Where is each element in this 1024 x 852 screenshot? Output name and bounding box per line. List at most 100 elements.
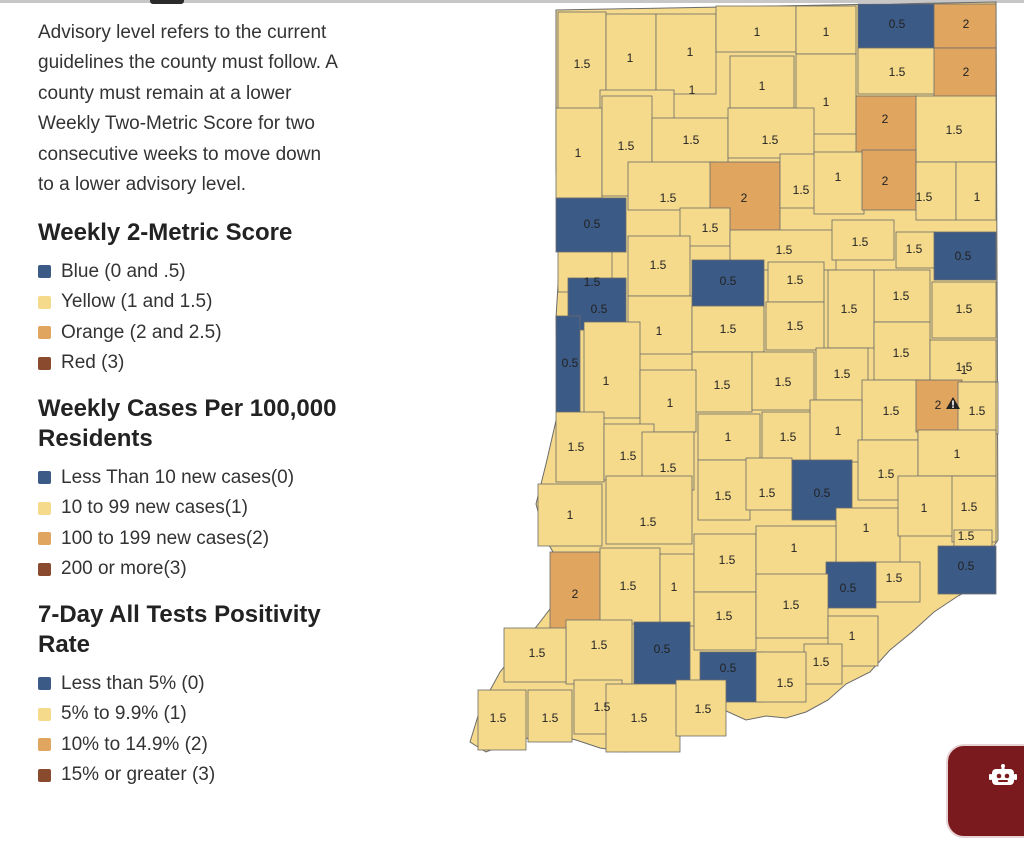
county-score-label: 0.5 (720, 274, 737, 288)
swatch-blue (38, 265, 51, 279)
county-region[interactable] (831, 219, 895, 261)
county-region[interactable] (861, 149, 917, 211)
county-region[interactable] (857, 47, 937, 95)
county-score-label: 1 (575, 146, 582, 160)
county-region[interactable] (691, 351, 753, 413)
county-score-label: 2 (882, 174, 889, 188)
county-score-label: 1.5 (783, 598, 800, 612)
county-region[interactable] (915, 161, 957, 221)
county-region[interactable] (755, 651, 807, 703)
county-region[interactable] (803, 643, 843, 685)
county-region[interactable] (679, 207, 731, 247)
county-region[interactable] (605, 475, 693, 545)
legend-label: Blue (0 and .5) (61, 260, 186, 282)
county-region[interactable] (537, 483, 603, 547)
county-region[interactable] (897, 475, 961, 537)
county-region[interactable] (957, 381, 997, 435)
county-region[interactable] (691, 259, 765, 307)
county-score-label: 1.5 (906, 242, 923, 256)
swatch-blue (38, 471, 51, 485)
legend-title: Weekly Cases Per 100,000 Residents (38, 395, 337, 453)
county-score-label: 1.5 (529, 646, 546, 660)
county-region[interactable] (527, 689, 573, 743)
county-region[interactable] (917, 429, 997, 477)
county-score-label: 1.5 (841, 302, 858, 316)
county-region[interactable] (477, 689, 527, 751)
county-region[interactable] (809, 399, 863, 463)
county-region[interactable] (755, 573, 829, 639)
county-score-label: 1.5 (715, 489, 732, 503)
county-region[interactable] (929, 339, 997, 383)
county-score-label: 1.5 (620, 449, 637, 463)
county-region[interactable] (555, 411, 605, 483)
county-score-label: 1.5 (631, 711, 648, 725)
county-region[interactable] (827, 615, 879, 667)
county-score-label: 1.5 (958, 529, 975, 543)
chat-assistant-button[interactable] (946, 744, 1024, 838)
county-region[interactable] (825, 561, 877, 609)
county-score-label: 1 (921, 501, 928, 515)
legend-item: 5% to 9.9% (1) (38, 699, 338, 730)
county-region[interactable] (873, 321, 931, 381)
county-region[interactable] (639, 369, 697, 433)
county-score-label: 1.5 (852, 235, 869, 249)
county-region[interactable] (915, 95, 997, 163)
county-score-label: 1.5 (883, 404, 900, 418)
county-region[interactable] (755, 525, 837, 579)
county-region[interactable] (955, 161, 997, 221)
county-region[interactable] (555, 197, 627, 253)
county-region[interactable] (855, 95, 919, 157)
county-region[interactable] (815, 347, 869, 401)
county-score-label: 1 (835, 170, 842, 184)
swatch-red (38, 562, 51, 576)
county-region[interactable] (555, 315, 581, 413)
county-region[interactable] (565, 619, 633, 685)
county-region[interactable] (557, 11, 607, 125)
county-region[interactable] (813, 151, 865, 215)
county-region[interactable] (555, 107, 603, 199)
county-region[interactable] (827, 269, 875, 349)
county-region[interactable] (633, 621, 691, 685)
county-region[interactable] (931, 281, 997, 339)
legend-label: Orange (2 and 2.5) (61, 321, 222, 343)
county-region[interactable] (651, 117, 729, 165)
county-region[interactable] (503, 627, 567, 683)
county-region[interactable] (655, 13, 717, 95)
county-score-label: 1.5 (591, 638, 608, 652)
county-region[interactable] (933, 3, 997, 49)
county-region[interactable] (933, 231, 997, 281)
county-score-label: 1.5 (594, 700, 611, 714)
indiana-county-map: 1.5 1 11 10.5 21 11.5 211 1.5 1.5 1.521.51.5 21.51… (469, 1, 999, 753)
county-region[interactable] (937, 545, 997, 595)
county-region[interactable] (745, 457, 793, 511)
county-region[interactable] (659, 553, 695, 627)
county-region[interactable] (627, 235, 691, 297)
county-region[interactable] (691, 305, 765, 353)
county-region[interactable] (751, 351, 815, 411)
swatch-orange (38, 326, 51, 340)
county-region[interactable] (727, 107, 815, 159)
county-region[interactable] (697, 459, 751, 521)
county-score-label: 1.5 (777, 676, 794, 690)
county-region[interactable] (627, 161, 715, 211)
county-region[interactable] (873, 269, 931, 323)
county-score-label: 1.5 (889, 65, 906, 79)
county-region[interactable] (583, 321, 641, 419)
county-region[interactable] (861, 379, 919, 441)
county-region[interactable] (605, 683, 681, 753)
county-score-label: 1.5 (618, 139, 635, 153)
county-region[interactable] (835, 507, 901, 565)
county-region[interactable] (693, 591, 757, 651)
county-score-label: 1.5 (695, 702, 712, 716)
county-score-label: 0.5 (814, 486, 831, 500)
county-score-label: 2 (963, 65, 970, 79)
county-region[interactable] (729, 55, 795, 109)
advisory-description: Advisory level refers to the current gui… (38, 22, 337, 196)
county-region[interactable] (567, 277, 627, 331)
county-region[interactable] (715, 5, 797, 53)
county-region[interactable] (675, 679, 727, 737)
county-region[interactable] (697, 413, 761, 461)
county-score-label: 1.5 (961, 500, 978, 514)
county-score-label: 2 (572, 587, 579, 601)
county-region[interactable] (765, 301, 825, 351)
